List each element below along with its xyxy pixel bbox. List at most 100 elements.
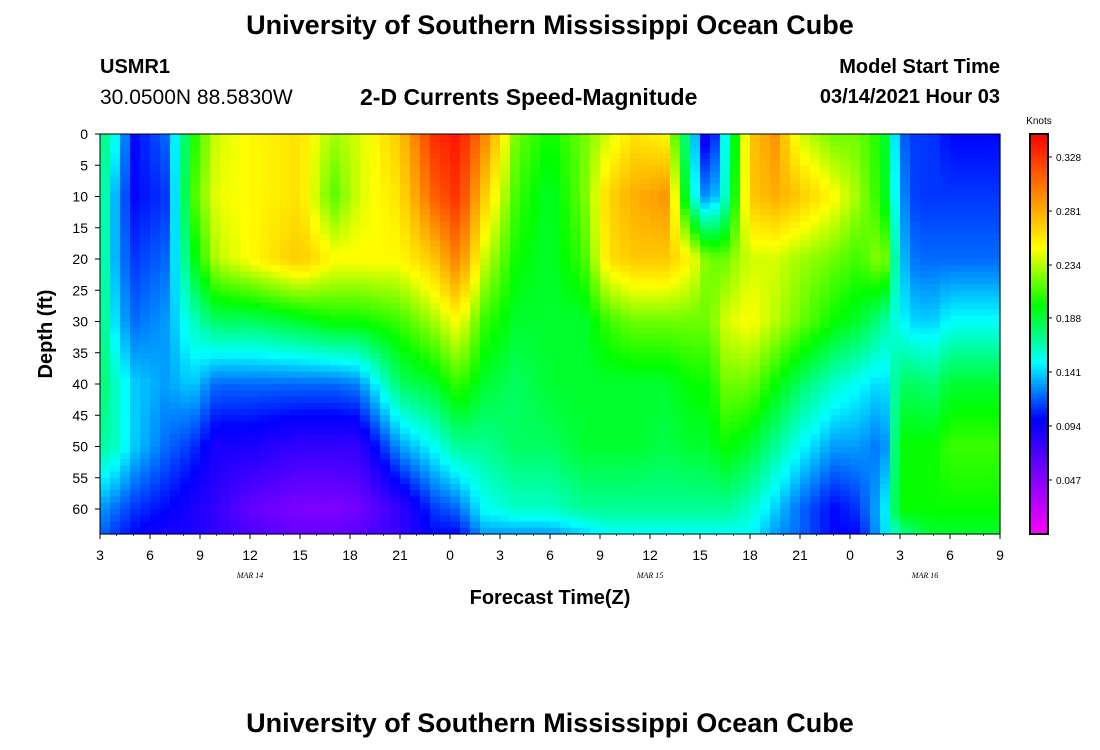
heatmap-cell	[670, 515, 681, 523]
heatmap-cell	[320, 290, 331, 298]
heatmap-cell	[460, 309, 471, 316]
heatmap-cell	[360, 171, 371, 179]
heatmap-cell	[290, 527, 301, 535]
heatmap-cell	[670, 452, 681, 460]
heatmap-cell	[620, 165, 631, 173]
heatmap-cell	[660, 509, 671, 516]
heatmap-cell	[320, 315, 331, 323]
heatmap-cell	[450, 246, 461, 254]
heatmap-cell	[580, 390, 591, 398]
heatmap-cell	[820, 196, 831, 204]
heatmap-cell	[220, 321, 231, 329]
heatmap-cell	[460, 365, 471, 373]
heatmap-cell	[360, 496, 371, 504]
heatmap-cell	[590, 265, 601, 273]
heatmap-cell	[680, 346, 691, 354]
heatmap-cell	[810, 521, 821, 529]
heatmap-cell	[250, 509, 261, 516]
heatmap-cell	[820, 359, 831, 366]
heatmap-cell	[350, 452, 361, 460]
heatmap-cell	[410, 490, 421, 498]
heatmap-cell	[520, 346, 531, 354]
heatmap-cell	[840, 215, 851, 223]
heatmap-cell	[250, 377, 261, 385]
heatmap-cell	[670, 396, 681, 404]
heatmap-cell	[620, 209, 631, 216]
heatmap-cell	[170, 177, 181, 185]
heatmap-cell	[850, 177, 861, 185]
heatmap-cell	[700, 502, 711, 510]
heatmap-cell	[510, 221, 521, 229]
heatmap-cell	[560, 309, 571, 316]
heatmap-cell	[580, 415, 591, 423]
heatmap-cell	[590, 371, 601, 379]
heatmap-cell	[540, 346, 551, 354]
heatmap-cell	[690, 477, 701, 485]
heatmap-cell	[180, 152, 191, 160]
heatmap-cell	[330, 396, 341, 404]
heatmap-cell	[780, 446, 791, 454]
heatmap-cell	[430, 471, 441, 479]
heatmap-cell	[400, 371, 411, 379]
heatmap-cell	[420, 265, 431, 273]
heatmap-cell	[450, 309, 461, 316]
heatmap-cell	[530, 259, 541, 266]
heatmap-cell	[260, 377, 271, 385]
heatmap-cell	[490, 184, 501, 191]
heatmap-cell	[650, 452, 661, 460]
heatmap-cell	[680, 465, 691, 473]
heatmap-cell	[400, 177, 411, 185]
heatmap-cell	[870, 515, 881, 523]
heatmap-cell	[470, 209, 481, 216]
heatmap-cell	[760, 221, 771, 229]
heatmap-cell	[230, 527, 241, 535]
heatmap-cell	[650, 352, 661, 360]
heatmap-cell	[320, 409, 331, 416]
heatmap-cell	[470, 259, 481, 266]
heatmap-cell	[420, 352, 431, 360]
heatmap-cell	[840, 459, 851, 466]
heatmap-cell	[250, 259, 261, 266]
heatmap-cell	[380, 377, 391, 385]
heatmap-cell	[550, 284, 561, 291]
heatmap-cell	[240, 527, 251, 535]
heatmap-cell	[290, 434, 301, 441]
heatmap-cell	[220, 490, 231, 498]
heatmap-cell	[800, 365, 811, 373]
heatmap-cell	[680, 365, 691, 373]
heatmap-cell	[640, 152, 651, 160]
heatmap-cell	[360, 402, 371, 410]
heatmap-cell	[190, 265, 201, 273]
heatmap-cell	[730, 284, 741, 291]
heatmap-cell	[470, 196, 481, 204]
heatmap-cell	[200, 327, 211, 335]
heatmap-cell	[220, 271, 231, 279]
heatmap-cell	[120, 277, 131, 285]
heatmap-cell	[130, 146, 141, 154]
heatmap-cell	[350, 159, 361, 166]
heatmap-cell	[610, 452, 621, 460]
heatmap-cell	[210, 221, 221, 229]
heatmap-cell	[710, 321, 721, 329]
heatmap-cell	[130, 496, 141, 504]
heatmap-cell	[540, 334, 551, 341]
heatmap-cell	[370, 271, 381, 279]
heatmap-cell	[760, 421, 771, 429]
heatmap-cell	[600, 271, 611, 279]
heatmap-cell	[530, 527, 541, 535]
heatmap-cell	[340, 521, 351, 529]
heatmap-cell	[850, 359, 861, 366]
heatmap-cell	[520, 227, 531, 235]
heatmap-cell	[190, 440, 201, 448]
heatmap-cell	[450, 465, 461, 473]
heatmap-cell	[850, 477, 861, 485]
heatmap-cell	[550, 465, 561, 473]
heatmap-cell	[640, 446, 651, 454]
heatmap-cell	[510, 490, 521, 498]
heatmap-cell	[460, 484, 471, 491]
heatmap-cell	[180, 321, 191, 329]
heatmap-cell	[230, 190, 241, 198]
heatmap-cell	[300, 421, 311, 429]
heatmap-cell	[530, 221, 541, 229]
heatmap-cell	[360, 340, 371, 348]
